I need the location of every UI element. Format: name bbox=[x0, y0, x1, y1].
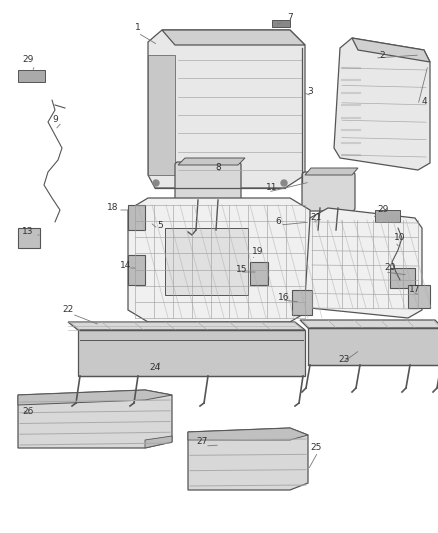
Polygon shape bbox=[250, 262, 268, 285]
Polygon shape bbox=[128, 205, 145, 230]
Text: 18: 18 bbox=[107, 203, 119, 212]
Polygon shape bbox=[300, 320, 438, 328]
Polygon shape bbox=[68, 322, 305, 330]
Text: 29: 29 bbox=[22, 55, 34, 64]
Polygon shape bbox=[148, 55, 175, 175]
Polygon shape bbox=[78, 330, 305, 376]
Text: 26: 26 bbox=[22, 408, 34, 416]
Polygon shape bbox=[18, 390, 172, 405]
Polygon shape bbox=[18, 390, 172, 448]
Text: 25: 25 bbox=[310, 443, 321, 453]
Text: 11: 11 bbox=[266, 183, 278, 192]
FancyBboxPatch shape bbox=[175, 162, 241, 203]
Polygon shape bbox=[188, 428, 308, 490]
FancyBboxPatch shape bbox=[302, 172, 355, 211]
Text: 17: 17 bbox=[409, 286, 421, 295]
Text: 5: 5 bbox=[157, 222, 163, 230]
Text: 10: 10 bbox=[394, 233, 406, 243]
Text: 6: 6 bbox=[275, 217, 281, 227]
Polygon shape bbox=[308, 328, 438, 365]
Polygon shape bbox=[128, 255, 145, 285]
Polygon shape bbox=[292, 290, 312, 315]
Polygon shape bbox=[390, 268, 415, 288]
Polygon shape bbox=[305, 208, 422, 318]
Polygon shape bbox=[148, 30, 305, 188]
Text: 16: 16 bbox=[278, 294, 290, 303]
Polygon shape bbox=[162, 30, 305, 45]
Text: 9: 9 bbox=[52, 116, 58, 125]
Polygon shape bbox=[188, 428, 308, 440]
Text: 21: 21 bbox=[310, 214, 321, 222]
Text: 24: 24 bbox=[149, 364, 161, 373]
Text: 8: 8 bbox=[215, 164, 221, 173]
Polygon shape bbox=[18, 228, 40, 248]
Polygon shape bbox=[375, 210, 400, 222]
Text: 23: 23 bbox=[338, 356, 350, 365]
Text: 22: 22 bbox=[62, 305, 74, 314]
Polygon shape bbox=[128, 198, 310, 322]
Text: 27: 27 bbox=[196, 438, 208, 447]
Text: 2: 2 bbox=[379, 51, 385, 60]
Polygon shape bbox=[145, 436, 172, 448]
Polygon shape bbox=[334, 38, 430, 170]
Polygon shape bbox=[352, 38, 430, 62]
Text: 4: 4 bbox=[421, 98, 427, 107]
Text: 29: 29 bbox=[377, 206, 389, 214]
Polygon shape bbox=[178, 158, 245, 165]
Text: 3: 3 bbox=[307, 87, 313, 96]
Text: 15: 15 bbox=[236, 265, 248, 274]
Circle shape bbox=[281, 180, 287, 186]
Text: 19: 19 bbox=[252, 247, 264, 256]
Polygon shape bbox=[408, 285, 430, 308]
Circle shape bbox=[153, 180, 159, 186]
Polygon shape bbox=[272, 20, 290, 27]
Polygon shape bbox=[165, 228, 248, 295]
Text: 14: 14 bbox=[120, 261, 132, 270]
Text: 20: 20 bbox=[384, 263, 396, 272]
Text: 7: 7 bbox=[287, 13, 293, 22]
Polygon shape bbox=[305, 168, 358, 175]
Text: 1: 1 bbox=[135, 23, 141, 33]
Text: 13: 13 bbox=[22, 228, 34, 237]
Polygon shape bbox=[18, 70, 45, 82]
